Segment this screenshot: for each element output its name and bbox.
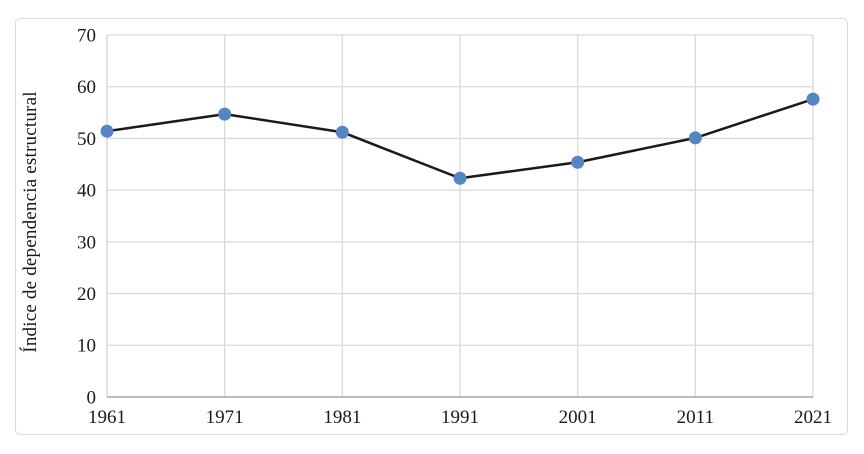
figure-border <box>15 18 848 435</box>
data-point-marker <box>806 92 820 106</box>
x-tick-label: 2021 <box>794 407 832 428</box>
y-tick-label: 30 <box>77 232 96 253</box>
data-point-marker <box>335 125 349 139</box>
y-axis-title: Índice de dependencia estructural <box>20 91 41 353</box>
data-point-marker <box>688 131 702 145</box>
x-tick-label: 1991 <box>441 407 479 428</box>
y-tick-label: 50 <box>77 129 96 150</box>
data-point-marker <box>218 107 232 121</box>
y-tick-label: 70 <box>77 25 96 46</box>
x-tick-label: 2011 <box>677 407 714 428</box>
y-tick-label: 20 <box>77 284 96 305</box>
x-tick-label: 1971 <box>206 407 244 428</box>
y-tick-label: 60 <box>77 77 96 98</box>
y-tick-label: 10 <box>77 336 96 357</box>
data-point-marker <box>453 171 467 185</box>
y-tick-label: 0 <box>87 387 97 408</box>
x-tick-label: 1981 <box>323 407 361 428</box>
y-tick-label: 40 <box>77 181 96 202</box>
data-point-marker <box>571 155 585 169</box>
x-tick-label: 1961 <box>88 407 126 428</box>
data-point-marker <box>100 124 114 138</box>
x-tick-label: 2001 <box>559 407 597 428</box>
